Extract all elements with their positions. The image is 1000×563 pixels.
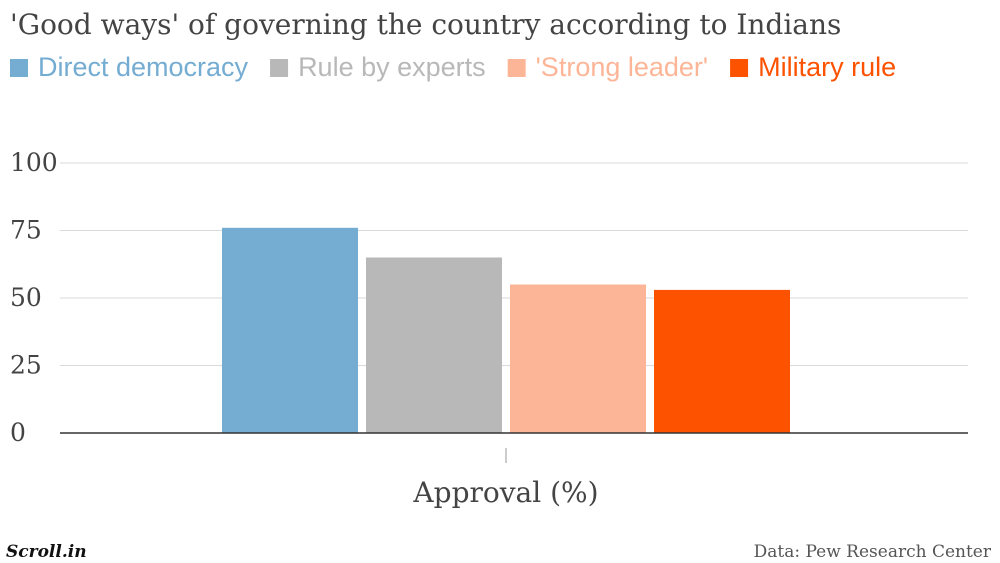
source-note: Data: Pew Research Center — [754, 542, 992, 562]
legend-item: 'Strong leader' — [507, 52, 708, 82]
bar-strong-leader — [510, 284, 646, 433]
bar-direct-democracy — [222, 227, 358, 433]
legend-label: Direct democracy — [38, 52, 249, 82]
legend-label: Rule by experts — [298, 52, 486, 82]
y-tick-label: 50 — [10, 283, 42, 312]
y-tick-label: 100 — [10, 148, 58, 177]
legend-swatch — [730, 59, 749, 77]
legend-item: Direct democracy — [10, 52, 249, 82]
scroll-logo: Scroll.in — [6, 542, 87, 562]
legend-label: 'Strong leader' — [536, 52, 708, 82]
legend-swatch — [10, 59, 28, 77]
y-tick-label: 0 — [10, 418, 26, 447]
chart-title: 'Good ways' of governing the country acc… — [10, 8, 841, 41]
legend-item: Military rule — [730, 52, 896, 82]
legend-item: Rule by experts — [270, 52, 486, 82]
y-axis-ticks: 0 25 50 75 100 — [10, 148, 58, 447]
x-category-label: Approval (%) — [412, 476, 598, 509]
bar-rule-by-experts — [366, 257, 502, 433]
bar-military-rule — [654, 289, 790, 433]
legend-label: Military rule — [758, 52, 896, 82]
y-tick-label: 25 — [10, 351, 42, 380]
legend: Direct democracy Rule by experts 'Strong l… — [10, 52, 896, 82]
y-tick-label: 75 — [10, 216, 42, 245]
legend-swatch — [270, 59, 289, 77]
bars — [222, 227, 790, 433]
legend-swatch — [507, 59, 526, 77]
